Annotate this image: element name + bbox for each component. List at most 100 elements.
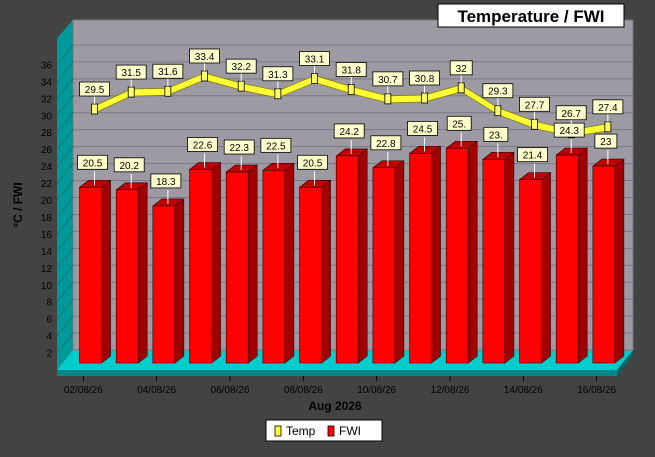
bar-fwi (555, 147, 589, 364)
wall-gridline (56, 264, 74, 286)
svg-text:21.4: 21.4 (523, 151, 543, 162)
bar-fwi (481, 151, 515, 364)
x-tick-label: 02/08/26 (64, 385, 103, 396)
fwi-data-label: 23. (483, 126, 509, 158)
svg-text:31.5: 31.5 (121, 68, 141, 79)
svg-text:31.6: 31.6 (158, 67, 178, 78)
svg-text:33.4: 33.4 (195, 52, 215, 63)
wall-gridline (56, 298, 74, 320)
svg-text:29.3: 29.3 (488, 87, 508, 98)
svg-text:30.8: 30.8 (415, 74, 435, 85)
wall-gridline (56, 231, 74, 252)
temp-data-label: 30.8 (409, 70, 440, 94)
temp-point (201, 70, 208, 82)
fwi-data-label: 22.8 (370, 135, 402, 166)
svg-text:22.6: 22.6 (193, 140, 213, 151)
y-tick-label: 14 (41, 247, 53, 258)
temp-point (91, 103, 98, 115)
fwi-data-label: 20.5 (297, 154, 328, 186)
bar-fwi (225, 164, 259, 364)
temp-point (237, 80, 245, 92)
temp-point (347, 84, 355, 95)
legend-fwi-swatch (327, 425, 335, 437)
bar-fwi (445, 140, 479, 364)
y-tick-label: 18 (41, 213, 53, 224)
svg-text:22.3: 22.3 (229, 143, 249, 154)
chart-title: Temperature / FWI (457, 7, 604, 26)
temp-point (457, 82, 465, 94)
svg-text:20.5: 20.5 (83, 158, 103, 169)
bar-fwi (408, 145, 442, 364)
svg-text:33.1: 33.1 (305, 55, 325, 66)
svg-text:32.2: 32.2 (231, 62, 251, 73)
fwi-data-label: 22.6 (187, 137, 218, 168)
temp-point (127, 86, 135, 98)
y-tick-label: 26 (41, 145, 53, 156)
temp-data-label: 32 (449, 60, 473, 83)
temp-data-label: 26.7 (555, 105, 587, 128)
fwi-data-label: 20.2 (113, 157, 145, 188)
svg-text:24.3: 24.3 (559, 126, 579, 137)
svg-text:31.8: 31.8 (341, 66, 361, 77)
temp-data-label: 31.8 (335, 62, 367, 85)
svg-text:30.7: 30.7 (378, 75, 398, 86)
y-tick-label: 12 (41, 264, 53, 275)
temp-point (164, 85, 172, 97)
temp-point (274, 88, 282, 100)
y-tick-label: 34 (41, 77, 53, 88)
fwi-data-label: 23 (594, 133, 618, 165)
x-axis-label: Aug 2026 (308, 399, 362, 413)
bar-fwi (335, 148, 369, 364)
fwi-data-label: 24.5 (407, 120, 438, 152)
bar-fwi (115, 182, 149, 364)
wall-gridline (56, 248, 74, 269)
x-tick-label: 12/08/26 (431, 385, 470, 396)
temp-point (604, 121, 612, 133)
temp-data-label: 29.5 (79, 81, 110, 105)
temp-data-label: 32.2 (225, 58, 257, 82)
legend: Temp FWI (265, 419, 383, 442)
temp-point (494, 105, 502, 117)
bar-fwi (371, 160, 405, 364)
x-axis: 02/08/26 04/08/26 06/08/26 08/08/26 10/08/26… (64, 376, 617, 396)
fwi-data-label: 22.3 (223, 139, 255, 171)
y-tick-label: 4 (46, 332, 52, 343)
y-tick-label: 16 (41, 230, 53, 241)
line-layer (91, 70, 612, 139)
temp-data-label: 30.7 (372, 71, 404, 94)
svg-text:20.5: 20.5 (303, 158, 323, 169)
bar-labels-layer: 20.5 20.2 18.3 22.6 22.3 22.5 20.5 24.2 22.8 24.5… (77, 115, 618, 204)
wall-gridline (56, 197, 74, 218)
svg-text:22.8: 22.8 (376, 139, 396, 150)
temp-data-label: 27.4 (592, 99, 624, 122)
svg-text:23: 23 (600, 137, 612, 148)
fwi-data-label: 24.2 (333, 123, 365, 154)
svg-text:25.: 25. (452, 119, 466, 130)
wall-gridline (56, 112, 74, 134)
wall-gridline (56, 78, 74, 100)
legend-fwi-label: FWI (339, 424, 361, 438)
chart-left-wall (57, 20, 73, 370)
bar-fwi (261, 162, 295, 364)
bar-fwi (151, 198, 185, 364)
x-tick-label: 06/08/26 (211, 385, 250, 396)
temp-labels-layer: 29.5 31.5 31.6 33.4 32.2 31.3 33.1 31.8 30.7 30.8… (79, 48, 624, 128)
y-tick-label: 2 (46, 349, 52, 360)
temp-data-label: 27.7 (519, 96, 550, 120)
svg-text:32: 32 (456, 64, 468, 75)
svg-text:24.2: 24.2 (339, 127, 359, 138)
y-tick-label: 8 (46, 298, 52, 309)
temp-data-label: 31.3 (262, 66, 294, 89)
svg-text:20.2: 20.2 (119, 161, 139, 172)
chart-floor-front (57, 370, 617, 376)
temp-data-label: 29.3 (482, 83, 514, 106)
svg-text:29.5: 29.5 (85, 85, 105, 96)
wall-gridline (56, 163, 74, 184)
svg-text:18.3: 18.3 (156, 177, 176, 188)
svg-text:22.5: 22.5 (266, 141, 286, 152)
wall-gridline (56, 146, 74, 167)
legend-temp-label: Temp (286, 424, 316, 438)
bar-fwi (298, 179, 332, 364)
fwi-data-label: 20.5 (77, 154, 108, 186)
svg-text:31.3: 31.3 (268, 70, 288, 81)
